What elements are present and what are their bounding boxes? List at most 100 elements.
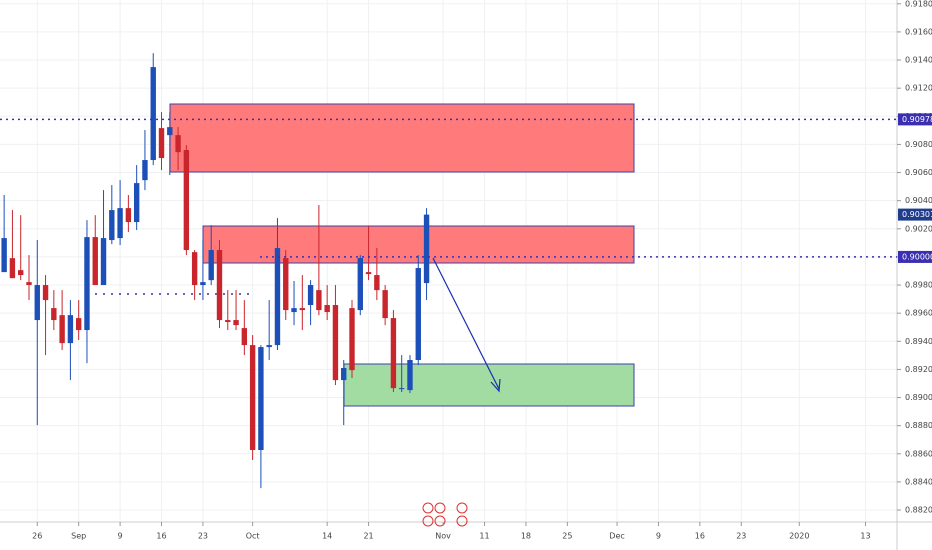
candle-body bbox=[374, 275, 380, 291]
x-tick-label: 16 bbox=[695, 532, 705, 541]
x-tick-label: 13 bbox=[860, 532, 870, 541]
price-label: 0.90978 bbox=[902, 115, 932, 124]
candle-body bbox=[9, 258, 16, 279]
candle-body bbox=[341, 368, 347, 381]
candle-body bbox=[167, 127, 173, 136]
candle-body bbox=[249, 345, 256, 450]
x-tick-label: 11 bbox=[479, 532, 489, 541]
candle-body bbox=[84, 237, 90, 331]
icon bbox=[456, 515, 468, 527]
candle-body bbox=[283, 258, 289, 311]
x-tick-label: Nov bbox=[435, 532, 451, 541]
x-tick-label: 18 bbox=[521, 532, 531, 541]
candle-body bbox=[399, 388, 405, 390]
candle-body bbox=[100, 238, 107, 286]
candle-body bbox=[415, 268, 421, 360]
x-tick-label: 2020 bbox=[789, 532, 809, 541]
arrow-head bbox=[490, 378, 501, 393]
price-label-box bbox=[898, 250, 932, 263]
x-tick-label: 14 bbox=[322, 532, 332, 541]
candle-body bbox=[266, 345, 272, 348]
candle-body bbox=[324, 305, 330, 313]
candle-body bbox=[109, 210, 115, 241]
candle-body bbox=[158, 128, 165, 159]
candle-body bbox=[407, 360, 413, 391]
arrow-line bbox=[432, 257, 500, 390]
x-tick-label: 9 bbox=[656, 532, 661, 541]
x-tick-label: 16 bbox=[156, 532, 166, 541]
icon bbox=[456, 502, 468, 514]
candle-body bbox=[307, 285, 314, 306]
candle-body bbox=[142, 160, 148, 181]
candle-body bbox=[34, 285, 40, 321]
x-tick-label: 26 bbox=[32, 532, 42, 541]
candle-body bbox=[75, 318, 82, 331]
candle-body bbox=[382, 290, 388, 319]
candle-body bbox=[200, 282, 206, 286]
candle-body bbox=[59, 315, 65, 344]
candle-body bbox=[92, 237, 98, 286]
icons bbox=[422, 502, 468, 527]
candle-body bbox=[233, 320, 239, 326]
candle-body bbox=[274, 248, 281, 346]
arrow bbox=[432, 257, 501, 393]
price-label-box bbox=[898, 113, 932, 126]
candle-body bbox=[316, 290, 322, 311]
price-label: 0.90000 bbox=[902, 252, 932, 261]
candle-body bbox=[365, 272, 372, 275]
candles bbox=[1, 53, 430, 489]
candle-body bbox=[357, 258, 363, 311]
x-tick-label: Dec bbox=[609, 532, 624, 541]
candle-body bbox=[175, 135, 181, 153]
candle-body bbox=[51, 308, 57, 321]
icon bbox=[434, 515, 446, 527]
x-tick-label: Sep bbox=[71, 532, 86, 541]
candle-body bbox=[225, 320, 231, 323]
x-tick-label: 23 bbox=[736, 532, 746, 541]
x-tick-label: 9 bbox=[118, 532, 123, 541]
icon bbox=[434, 502, 446, 514]
candle-body bbox=[133, 183, 140, 223]
candle-body bbox=[26, 282, 32, 286]
last-price-label: 0.90301 bbox=[902, 210, 932, 219]
candle-body bbox=[349, 308, 355, 371]
candle-body bbox=[332, 305, 339, 381]
x-tick-label: Oct bbox=[246, 532, 260, 541]
y-tick-label: 0.91800 bbox=[905, 0, 932, 8]
last-price-box bbox=[898, 208, 932, 221]
candle-body bbox=[125, 208, 132, 223]
candle-body bbox=[42, 285, 49, 301]
x-tick-label: 25 bbox=[562, 532, 572, 541]
candle-body bbox=[191, 252, 198, 286]
candle-body bbox=[299, 308, 306, 311]
candle-body bbox=[258, 347, 264, 450]
supply-zone bbox=[169, 103, 635, 173]
candle-body bbox=[390, 318, 397, 389]
candle-body bbox=[67, 315, 74, 344]
candle-body bbox=[18, 270, 24, 276]
icon bbox=[422, 515, 434, 527]
candle-body bbox=[150, 67, 156, 161]
x-tick-label: 23 bbox=[198, 532, 208, 541]
candle-body bbox=[208, 250, 214, 281]
candle-body bbox=[216, 250, 223, 321]
candle-body bbox=[1, 238, 7, 273]
candle-body bbox=[291, 308, 297, 313]
icon bbox=[422, 502, 434, 514]
x-tick-label: 21 bbox=[363, 532, 373, 541]
